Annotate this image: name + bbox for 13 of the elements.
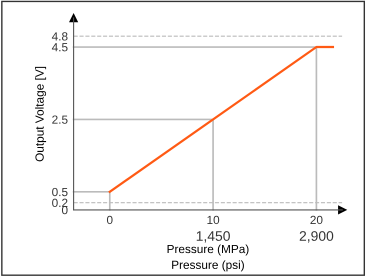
- y-axis-title: Output Voltage [V]: [35, 66, 46, 162]
- x2-axis-title: Pressure (psi): [172, 260, 244, 272]
- y-tick-label: 4.8: [52, 32, 68, 41]
- x-tick-label: 0: [106, 216, 113, 224]
- y-tick-label: 0.5: [52, 188, 68, 196]
- y-tick-label: 0.2: [52, 198, 68, 208]
- x-axis-title: Pressure (MPa): [168, 244, 249, 256]
- x2-tick-label: 1,450: [196, 231, 230, 243]
- y-tick-label: 2.5: [52, 115, 68, 124]
- x-tick-label: 10: [207, 216, 220, 224]
- y-tick-label: 4.5: [52, 43, 68, 52]
- x2-tick-label: 2,900: [300, 231, 334, 243]
- x-tick-label: 20: [310, 216, 323, 224]
